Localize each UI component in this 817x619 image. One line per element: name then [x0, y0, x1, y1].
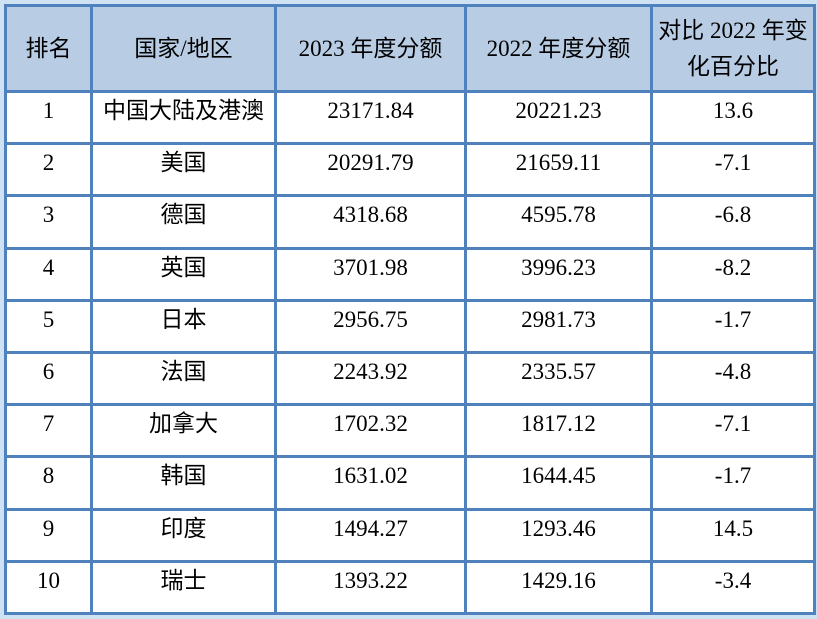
- header-share-2022: 2022 年度分额: [464, 4, 653, 93]
- table-row: 5 日本 2956.75 2981.73 -1.7: [4, 298, 816, 354]
- share-2022-cell: 1293.46: [464, 507, 653, 563]
- share-2023-cell: 20291.79: [274, 142, 467, 198]
- share-2023-cell: 2243.92: [274, 350, 467, 407]
- share-2022-cell: 1817.12: [464, 403, 653, 459]
- country-cell: 印度: [90, 507, 277, 563]
- share-2023-cell: 1702.32: [274, 403, 467, 459]
- country-cell: 中国大陆及港澳: [90, 89, 277, 146]
- country-cell: 加拿大: [90, 403, 277, 459]
- header-rank: 排名: [4, 4, 93, 93]
- rank-cell: 1: [4, 89, 93, 146]
- country-cell: 韩国: [90, 455, 277, 511]
- rank-cell: 8: [4, 455, 93, 511]
- change-pct-cell: -7.1: [650, 142, 816, 198]
- share-2022-cell: 3996.23: [464, 246, 653, 302]
- header-change-pct: 对比 2022 年变化百分比: [650, 4, 816, 93]
- share-2022-cell: 1429.16: [464, 559, 653, 616]
- share-2023-cell: 3701.98: [274, 246, 467, 302]
- share-2023-cell: 4318.68: [274, 194, 467, 250]
- change-pct-cell: 13.6: [650, 89, 816, 146]
- country-cell: 法国: [90, 350, 277, 407]
- share-2023-cell: 23171.84: [274, 89, 467, 146]
- country-cell: 英国: [90, 246, 277, 302]
- rank-cell: 9: [4, 507, 93, 563]
- table-row: 6 法国 2243.92 2335.57 -4.8: [4, 350, 816, 407]
- change-pct-cell: -4.8: [650, 350, 816, 407]
- rank-cell: 7: [4, 403, 93, 459]
- header-share-2023: 2023 年度分额: [274, 4, 467, 93]
- change-pct-cell: -3.4: [650, 559, 816, 616]
- share-2022-cell: 1644.45: [464, 455, 653, 511]
- table-row: 3 德国 4318.68 4595.78 -6.8: [4, 194, 816, 250]
- table-row: 8 韩国 1631.02 1644.45 -1.7: [4, 455, 816, 511]
- share-2022-cell: 2981.73: [464, 298, 653, 354]
- table-row: 2 美国 20291.79 21659.11 -7.1: [4, 142, 816, 198]
- share-2022-cell: 21659.11: [464, 142, 653, 198]
- share-2022-cell: 2335.57: [464, 350, 653, 407]
- change-pct-cell: -1.7: [650, 455, 816, 511]
- change-pct-cell: -8.2: [650, 246, 816, 302]
- share-2023-cell: 2956.75: [274, 298, 467, 354]
- change-pct-cell: -7.1: [650, 403, 816, 459]
- change-pct-cell: -1.7: [650, 298, 816, 354]
- share-2023-cell: 1631.02: [274, 455, 467, 511]
- rank-cell: 5: [4, 298, 93, 354]
- country-cell: 德国: [90, 194, 277, 250]
- table-row: 7 加拿大 1702.32 1817.12 -7.1: [4, 403, 816, 459]
- country-cell: 瑞士: [90, 559, 277, 616]
- rank-cell: 4: [4, 246, 93, 302]
- table-row: 1 中国大陆及港澳 23171.84 20221.23 13.6: [4, 89, 816, 146]
- share-2023-cell: 1494.27: [274, 507, 467, 563]
- share-2022-cell: 20221.23: [464, 89, 653, 146]
- rank-cell: 3: [4, 194, 93, 250]
- table-row: 9 印度 1494.27 1293.46 14.5: [4, 507, 816, 563]
- country-cell: 美国: [90, 142, 277, 198]
- header-country: 国家/地区: [90, 4, 277, 93]
- country-cell: 日本: [90, 298, 277, 354]
- header-row: 排名 国家/地区 2023 年度分额 2022 年度分额 对比 2022 年变化…: [4, 4, 816, 93]
- change-pct-cell: 14.5: [650, 507, 816, 563]
- table-row: 10 瑞士 1393.22 1429.16 -3.4: [4, 559, 816, 616]
- rank-cell: 6: [4, 350, 93, 407]
- change-pct-cell: -6.8: [650, 194, 816, 250]
- rank-cell: 2: [4, 142, 93, 198]
- table-row: 4 英国 3701.98 3996.23 -8.2: [4, 246, 816, 302]
- country-share-ranking-table: 排名 国家/地区 2023 年度分额 2022 年度分额 对比 2022 年变化…: [4, 4, 816, 616]
- rank-cell: 10: [4, 559, 93, 616]
- share-2023-cell: 1393.22: [274, 559, 467, 616]
- share-2022-cell: 4595.78: [464, 194, 653, 250]
